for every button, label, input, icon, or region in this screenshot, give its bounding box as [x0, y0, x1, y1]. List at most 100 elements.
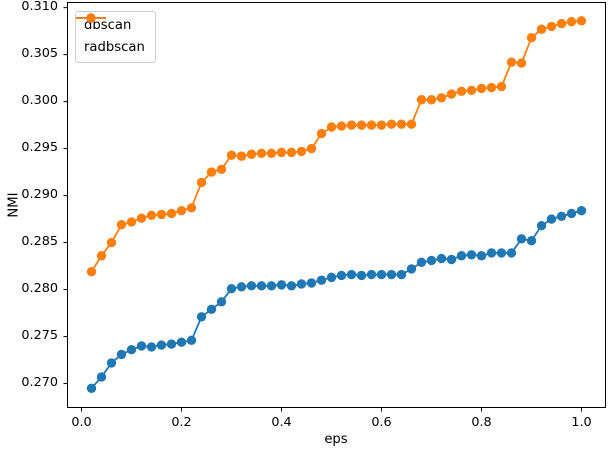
- data-point-dbscan: [276, 280, 287, 290]
- data-point-radbscan: [506, 57, 517, 67]
- data-point-dbscan: [486, 248, 497, 258]
- data-point-dbscan: [106, 358, 117, 368]
- data-point-radbscan: [236, 151, 247, 161]
- x-tick-label: 0.8: [471, 415, 492, 430]
- data-point-radbscan: [556, 18, 567, 29]
- x-tick-label: 1.0: [571, 415, 592, 430]
- data-point-dbscan: [466, 250, 477, 260]
- data-point-radbscan: [316, 128, 327, 139]
- data-point-radbscan: [566, 17, 577, 27]
- data-point-radbscan: [216, 164, 227, 174]
- data-point-radbscan: [456, 86, 467, 96]
- data-point-radbscan: [186, 203, 197, 213]
- data-point-dbscan: [566, 208, 577, 219]
- data-point-dbscan: [166, 339, 177, 349]
- data-point-dbscan: [406, 264, 417, 274]
- y-tick-label: 0.300: [21, 93, 58, 109]
- data-point-dbscan: [316, 275, 327, 285]
- data-point-dbscan: [196, 312, 207, 322]
- data-point-dbscan: [126, 345, 137, 355]
- data-point-dbscan: [556, 211, 567, 221]
- data-point-radbscan: [516, 58, 527, 68]
- data-point-radbscan: [106, 237, 117, 248]
- data-point-radbscan: [136, 213, 147, 223]
- data-point-dbscan: [526, 236, 537, 246]
- data-point-dbscan: [396, 269, 407, 280]
- data-point-radbscan: [176, 205, 187, 216]
- x-tick-label: 0.0: [71, 415, 92, 430]
- data-point-dbscan: [146, 342, 157, 352]
- x-tick-label: 0.4: [271, 415, 292, 430]
- data-point-radbscan: [476, 83, 487, 94]
- data-point-dbscan: [296, 279, 307, 289]
- data-point-dbscan: [536, 220, 547, 231]
- data-point-dbscan: [186, 335, 197, 346]
- y-tick-label: 0.295: [21, 140, 58, 156]
- data-point-radbscan: [426, 95, 437, 105]
- data-point-dbscan: [216, 297, 227, 307]
- data-point-dbscan: [326, 272, 337, 283]
- data-point-dbscan: [376, 269, 387, 280]
- data-point-radbscan: [146, 210, 157, 221]
- data-point-radbscan: [276, 147, 287, 158]
- y-tick-label: 0.285: [21, 234, 58, 250]
- data-point-dbscan: [176, 337, 187, 347]
- data-point-radbscan: [126, 217, 137, 227]
- data-point-radbscan: [266, 148, 277, 159]
- data-point-radbscan: [406, 119, 417, 129]
- data-point-dbscan: [576, 205, 587, 216]
- data-point-radbscan: [546, 21, 557, 32]
- data-point-radbscan: [116, 220, 127, 230]
- data-point-radbscan: [536, 24, 547, 34]
- data-point-dbscan: [246, 281, 257, 291]
- data-point-dbscan: [286, 281, 297, 291]
- data-point-dbscan: [416, 257, 427, 268]
- x-tick-label: 0.6: [371, 415, 392, 430]
- y-tick-label: 0.275: [21, 328, 58, 344]
- data-point-radbscan: [366, 120, 377, 130]
- data-point-dbscan: [516, 234, 527, 244]
- data-point-dbscan: [96, 372, 107, 382]
- data-point-dbscan: [256, 281, 267, 291]
- data-point-dbscan: [546, 214, 557, 224]
- data-point-radbscan: [326, 122, 337, 132]
- data-point-radbscan: [226, 150, 237, 160]
- data-point-dbscan: [446, 254, 457, 265]
- plot-area: [67, 2, 606, 408]
- data-point-radbscan: [246, 149, 257, 159]
- x-tick-label: 0.2: [171, 415, 192, 430]
- legend-label: radbscan: [84, 40, 145, 56]
- data-point-dbscan: [346, 269, 357, 280]
- data-point-radbscan: [336, 121, 347, 131]
- data-point-radbscan: [446, 89, 457, 99]
- data-point-radbscan: [156, 209, 167, 220]
- data-point-radbscan: [286, 147, 297, 158]
- data-point-radbscan: [386, 119, 397, 129]
- x-axis-label: eps: [324, 432, 348, 447]
- series-radbscan: [86, 16, 587, 277]
- data-point-dbscan: [156, 340, 167, 350]
- data-point-radbscan: [256, 148, 267, 159]
- series-dbscan: [86, 205, 587, 393]
- data-point-radbscan: [396, 119, 407, 129]
- data-point-dbscan: [336, 270, 347, 281]
- legend-entry-radbscan: radbscan: [76, 13, 145, 57]
- data-point-dbscan: [436, 253, 447, 264]
- data-point-dbscan: [136, 341, 147, 351]
- data-point-dbscan: [476, 251, 487, 261]
- data-point-dbscan: [116, 349, 127, 360]
- data-point-radbscan: [526, 33, 537, 43]
- data-point-radbscan: [346, 120, 357, 130]
- data-point-radbscan: [86, 267, 97, 277]
- data-point-radbscan: [166, 208, 177, 219]
- y-tick-label: 0.290: [21, 187, 58, 203]
- data-point-radbscan: [96, 251, 107, 261]
- data-point-dbscan: [506, 248, 517, 258]
- data-point-radbscan: [376, 120, 387, 130]
- data-point-radbscan: [306, 143, 317, 154]
- y-tick-label: 0.310: [21, 0, 58, 15]
- data-point-radbscan: [576, 16, 587, 26]
- data-point-radbscan: [296, 146, 307, 157]
